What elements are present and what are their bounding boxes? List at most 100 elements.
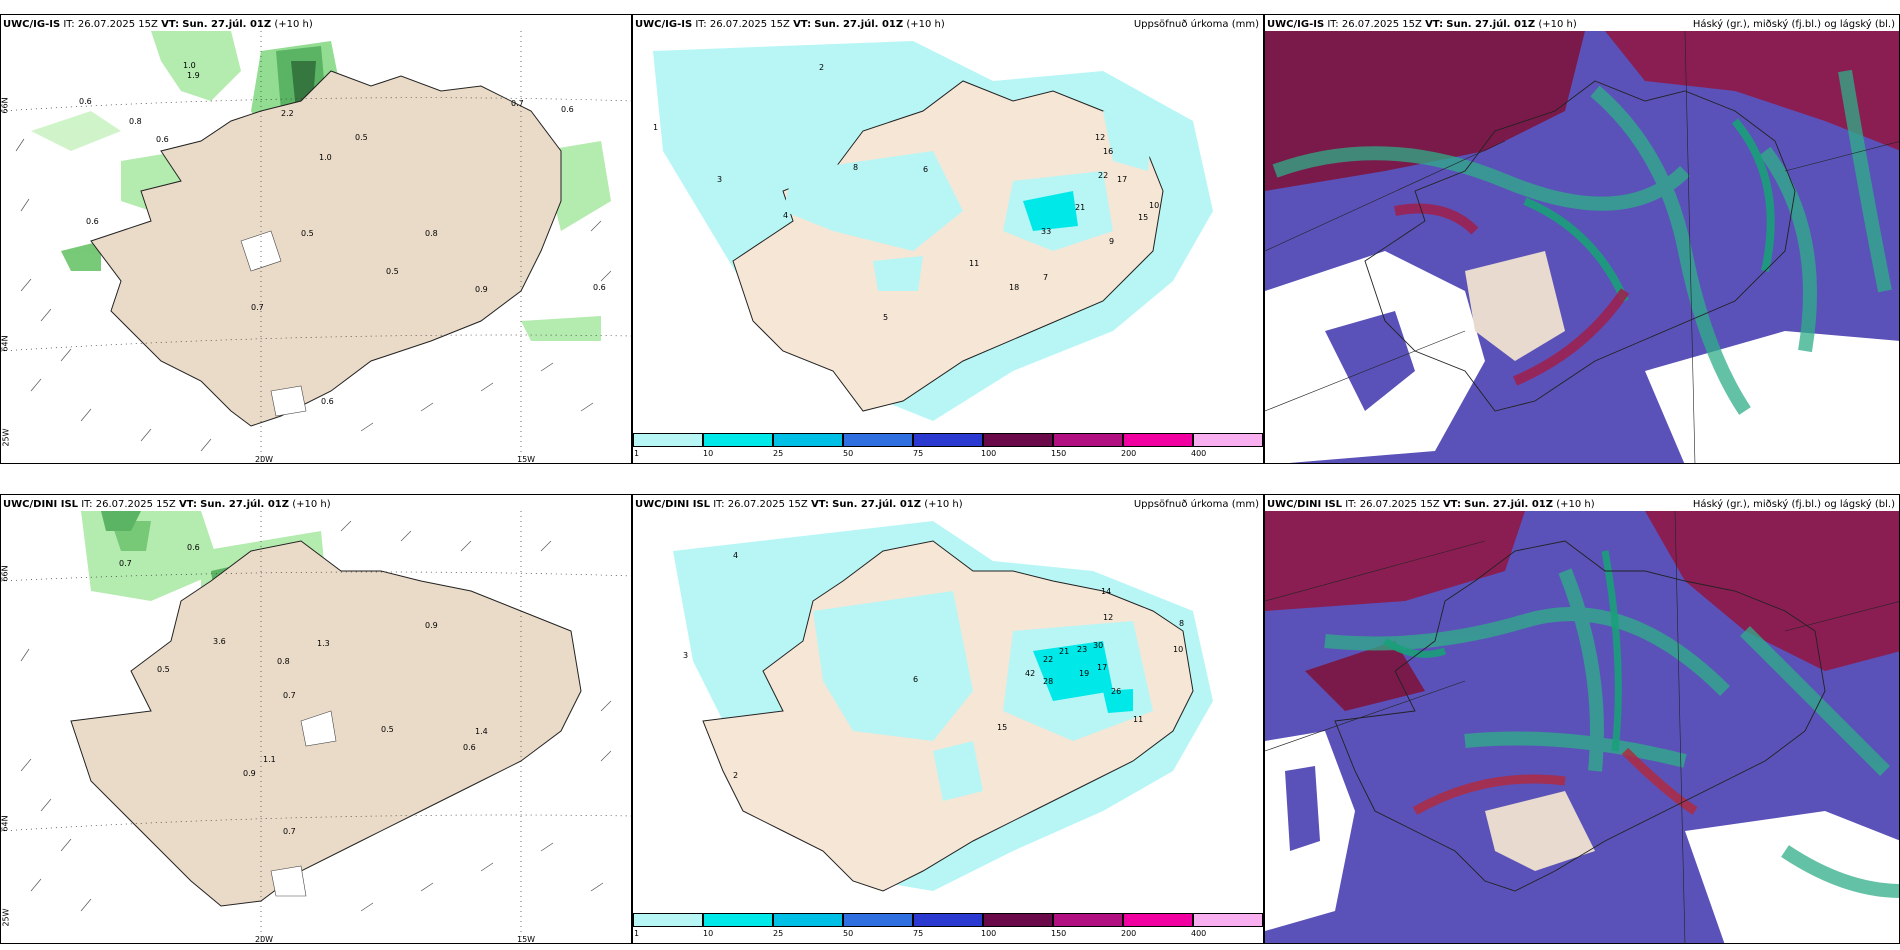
colorbar-tick: 75 — [913, 449, 924, 458]
precip-label: 0.7 — [251, 303, 264, 312]
accum-label: 2 — [733, 771, 739, 780]
precip-label: 0.6 — [86, 217, 99, 226]
colorbar-top: 1 10 25 50 75 100 150 200 400 — [633, 433, 1263, 458]
precip-label: 1.1 — [263, 755, 276, 764]
colorbar-tick: 10 — [703, 449, 714, 458]
precip-label: 1.9 — [187, 71, 200, 80]
precip-label: 0.9 — [243, 769, 256, 778]
colorbar-tick: 200 — [1121, 929, 1137, 938]
accum-label: 11 — [1133, 715, 1144, 724]
accum-precip-panel-bottom: UWC/DINI ISL IT: 26.07.2025 15Z VT: Sun.… — [632, 494, 1264, 944]
accum-label: 42 — [1025, 669, 1036, 678]
colorbar-swatch — [1053, 433, 1123, 447]
colorbar-tick: 100 — [981, 929, 997, 938]
map-accum-precip-top — [633, 31, 1263, 439]
colorbar-bottom: 1 10 25 50 75 100 150 200 400 — [633, 913, 1263, 938]
accum-label: 16 — [1103, 147, 1114, 156]
colorbar-tick: 400 — [1191, 449, 1207, 458]
colorbar-swatch — [983, 433, 1053, 447]
accum-label: 8 — [853, 163, 859, 172]
colorbar-swatch — [633, 913, 703, 927]
accum-label: 26 — [1111, 687, 1122, 696]
accum-label: 33 — [1041, 227, 1052, 236]
precip-label: 0.7 — [119, 559, 132, 568]
precip-label: 0.5 — [301, 229, 314, 238]
colorbar-tick: 100 — [981, 449, 997, 458]
precip-label: 0.6 — [593, 283, 606, 292]
lat-label: 66N — [0, 97, 10, 114]
precip-label: 0.6 — [561, 105, 574, 114]
precip-label: 0.8 — [129, 117, 142, 126]
colorbar-swatch — [913, 433, 983, 447]
map-clouds-top — [1265, 31, 1899, 463]
accum-label: 21 — [1075, 203, 1086, 212]
clouds-panel-bottom: UWC/DINI ISL IT: 26.07.2025 15Z VT: Sun.… — [1264, 494, 1900, 944]
accum-label: 12 — [1095, 133, 1106, 142]
accum-label: 22 — [1043, 655, 1054, 664]
precip-label: 0.7 — [283, 691, 296, 700]
map-wind-precip-top — [1, 31, 631, 463]
accum-label: 2 — [819, 63, 825, 72]
accum-label: 6 — [923, 165, 929, 174]
precip-label: 0.5 — [355, 133, 368, 142]
accum-label: 7 — [1043, 273, 1049, 282]
colorbar-tick: 75 — [913, 929, 924, 938]
colorbar-swatch — [1123, 913, 1193, 927]
accum-label: 4 — [783, 211, 789, 220]
colorbar-tick: 50 — [843, 449, 854, 458]
precip-label: 1.3 — [317, 639, 330, 648]
accum-label: 30 — [1093, 641, 1104, 650]
accum-label: 8 — [1179, 619, 1185, 628]
accum-label: 3 — [683, 651, 689, 660]
accum-label: 1 — [653, 123, 659, 132]
colorbar-swatch — [1123, 433, 1193, 447]
wind-precip-panel-top: UWC/IG-IS IT: 26.07.2025 15Z VT: Sun. 27… — [0, 14, 632, 464]
accum-label: 17 — [1097, 663, 1108, 672]
precip-label: 0.5 — [386, 267, 399, 276]
lat-label: 64N — [0, 335, 10, 352]
precip-label: 1.0 — [319, 153, 332, 162]
clouds-panel-top: UWC/IG-IS IT: 26.07.2025 15Z VT: Sun. 27… — [1264, 14, 1900, 464]
accum-precip-panel-top: UWC/IG-IS IT: 26.07.2025 15Z VT: Sun. 27… — [632, 14, 1264, 464]
panel-title: UWC/DINI ISL IT: 26.07.2025 15Z VT: Sun.… — [3, 499, 331, 510]
colorbar-tick: 25 — [773, 449, 784, 458]
lat-label: 64N — [0, 815, 10, 832]
lat-label: 66N — [0, 565, 10, 582]
wind-precip-panel-bottom: UWC/DINI ISL IT: 26.07.2025 15Z VT: Sun.… — [0, 494, 632, 944]
precip-label: 0.6 — [187, 543, 200, 552]
lon-label: 20W — [255, 935, 274, 944]
accum-label: 5 — [883, 313, 889, 322]
colorbar-swatch — [1193, 433, 1263, 447]
colorbar-tick: 200 — [1121, 449, 1137, 458]
precip-label: 0.6 — [156, 135, 169, 144]
colorbar-swatch — [1193, 913, 1263, 927]
accum-label: 17 — [1117, 175, 1128, 184]
map-accum-precip-bottom — [633, 511, 1263, 919]
accum-label: 10 — [1173, 645, 1184, 654]
precip-label: 1.4 — [475, 727, 488, 736]
accum-label: 10 — [1149, 201, 1160, 210]
lon-label: 15W — [517, 935, 536, 944]
map-wind-precip-bottom — [1, 511, 631, 943]
lon-label: 20W — [255, 455, 274, 464]
accum-label: 3 — [717, 175, 723, 184]
precip-label: 1.0 — [183, 61, 196, 70]
colorbar-swatch — [703, 913, 773, 927]
precip-label: 0.9 — [475, 285, 488, 294]
lon-label: 25W — [1, 428, 11, 447]
precip-label: 0.8 — [277, 657, 290, 666]
panel-title: UWC/IG-IS IT: 26.07.2025 15Z VT: Sun. 27… — [635, 19, 945, 30]
colorbar-tick: 150 — [1051, 929, 1067, 938]
colorbar-tick: 150 — [1051, 449, 1067, 458]
colorbar-swatch — [1053, 913, 1123, 927]
lon-label: 25W — [1, 908, 11, 927]
precip-label: 0.7 — [511, 99, 524, 108]
colorbar-swatch — [843, 433, 913, 447]
colorbar-tick: 50 — [843, 929, 854, 938]
colorbar-swatch — [983, 913, 1053, 927]
colorbar-swatch — [843, 913, 913, 927]
accum-label: 23 — [1077, 645, 1088, 654]
panel-title: UWC/DINI ISL IT: 26.07.2025 15Z VT: Sun.… — [635, 499, 963, 510]
accum-label: 9 — [1109, 237, 1115, 246]
colorbar-tick: 10 — [703, 929, 714, 938]
